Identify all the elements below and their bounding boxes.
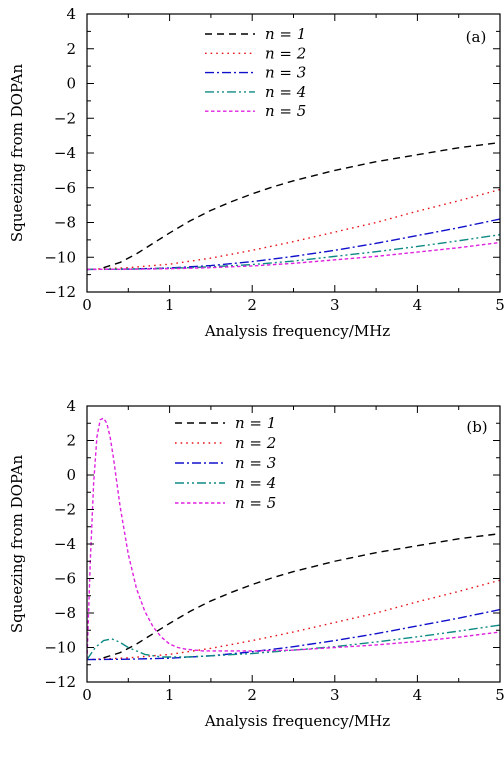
y-tick-label: 0: [66, 75, 76, 93]
series-line-5: [87, 417, 500, 660]
legend: n = 1 n = 2 n = 3 n = 4 n = 5: [175, 414, 276, 512]
y-tick-label: 4: [66, 5, 76, 23]
y-tick-label: 2: [66, 432, 76, 450]
y-tick-label: 0: [66, 466, 76, 484]
y-tick-label: −2: [54, 109, 76, 127]
y-tick-label: −10: [44, 248, 76, 266]
y-tick-label: −12: [44, 283, 76, 301]
x-axis-label: Analysis frequency/MHz: [204, 322, 390, 340]
series-group: [87, 417, 500, 661]
y-tick-label: −8: [54, 214, 76, 232]
panel-label: (a): [466, 28, 487, 46]
y-tick-label: −6: [54, 570, 76, 588]
legend-label-2: n = 2: [265, 44, 306, 62]
legend: n = 1n = 2 n = 3n = 4n = 5: [205, 25, 306, 120]
y-tick-label: −12: [44, 673, 76, 691]
x-tick-label: 5: [495, 296, 504, 314]
series-line-5: [87, 241, 500, 271]
series-line-3: [87, 608, 500, 661]
series-line-1: [103, 141, 500, 269]
x-tick-label: 3: [330, 296, 340, 314]
legend-label-5: n = 5: [265, 102, 306, 120]
chart-panel-1: 0 1 2 3 4 5 4 2 0 −2 −4 −6 −8 −10 −12 Analysis frequenc…: [8, 397, 504, 730]
series-line-2: [87, 579, 500, 661]
x-tick-label: 1: [165, 686, 175, 704]
plot-frame: [86, 405, 501, 683]
x-tick-label: 1: [165, 296, 175, 314]
x-tick-label: 2: [247, 686, 257, 704]
y-tick-label: −8: [54, 604, 76, 622]
y-tick-label: −4: [54, 144, 76, 162]
series-line-1: [103, 532, 500, 659]
x-tick-label: 3: [330, 686, 340, 704]
series-line-4: [87, 624, 500, 660]
y-tick-label: 2: [66, 40, 76, 58]
legend-label-2: n = 2: [235, 434, 276, 452]
series-line-4: [87, 233, 500, 271]
legend-label-1: n = 1: [265, 25, 306, 43]
legend-label-3: n = 3: [235, 454, 276, 472]
y-tick-label: −4: [54, 535, 76, 553]
panel-label: (b): [466, 418, 487, 436]
x-tick-label: 4: [413, 296, 423, 314]
y-axis-label: Squeezing from DOPAn: [8, 455, 26, 634]
x-tick-label: 4: [413, 686, 423, 704]
x-tick-label: 0: [82, 296, 92, 314]
series-group: [87, 141, 500, 271]
x-tick-label: 0: [82, 686, 92, 704]
y-tick-label: 4: [66, 397, 76, 415]
x-axis-label: Analysis frequency/MHz: [204, 712, 390, 730]
y-tick-label: −2: [54, 501, 76, 519]
series-line-2: [87, 188, 500, 271]
legend-label-4: n = 4: [235, 474, 276, 492]
legend-label-1: n = 1: [235, 414, 276, 432]
x-tick-label: 5: [495, 686, 504, 704]
chart-panel-0: 0 1 2 3 4 5 4 2 0 −2 −4 −6 −8 −10 −12 Analysis frequenc…: [8, 5, 504, 340]
x-tick-label: 2: [247, 296, 257, 314]
y-tick-label: −10: [44, 639, 76, 657]
y-axis-label: Squeezing from DOPAn: [8, 64, 26, 243]
legend-label-4: n = 4: [265, 83, 306, 101]
legend-label-5: n = 5: [235, 494, 276, 512]
y-tick-label: −6: [54, 179, 76, 197]
legend-label-3: n = 3: [265, 64, 306, 82]
